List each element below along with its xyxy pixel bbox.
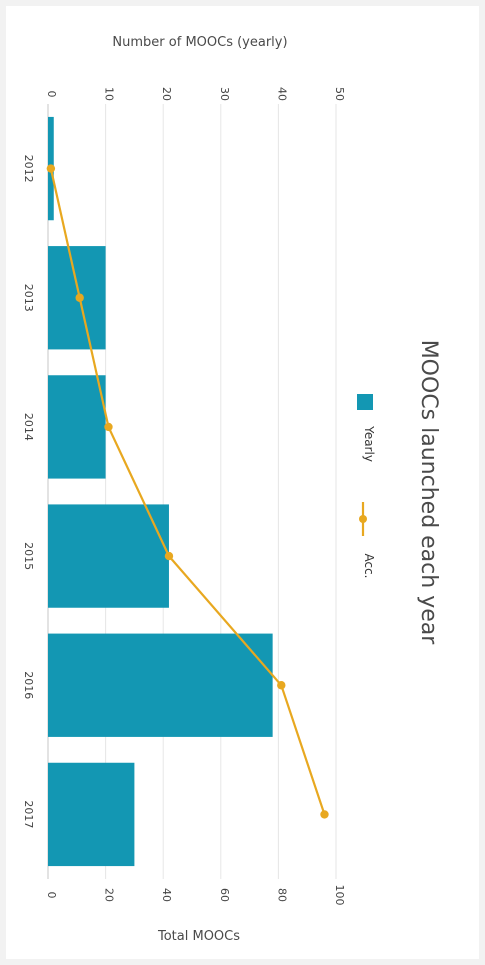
acc-series-points [46, 164, 329, 819]
category-label: 2013 [22, 284, 35, 312]
legend: Yearly Acc. [357, 394, 376, 579]
legend-yearly-swatch [357, 394, 373, 410]
bar-yearly [48, 375, 106, 479]
left-axis-tick-label: 50 [333, 87, 346, 101]
left-axis-tick-label: 40 [275, 87, 288, 101]
category-label: 2012 [22, 155, 35, 183]
right-axis-tick-label: 40 [160, 888, 173, 902]
acc-point [164, 551, 174, 561]
chart-frame: 0 10 20 30 40 50 0 20 40 60 80 100 2012 2013 2014 201… [6, 6, 479, 959]
chart-svg: 0 10 20 30 40 50 0 20 40 60 80 100 201220132014201… [22, 35, 441, 944]
legend-acc-label: Acc. [362, 553, 376, 578]
right-axis-title: Total MOOCs [157, 929, 240, 944]
bar-series-yearly [48, 116, 273, 867]
category-labels: 2012 2013 2014 2015 2016 2017 [22, 155, 35, 829]
right-axis-tick-label: 0 [45, 892, 58, 899]
left-axis-tick-label: 20 [160, 87, 173, 101]
left-axis-title: Number of MOOCs (yearly) [112, 35, 287, 50]
category-label: 2017 [22, 800, 35, 828]
right-axis-ticks: 0 20 40 60 80 100 [45, 885, 346, 906]
right-axis-tick-label: 60 [218, 888, 231, 902]
legend-yearly-label: Yearly [362, 425, 376, 462]
category-label: 2015 [22, 542, 35, 570]
acc-point [75, 293, 84, 302]
bar-yearly [48, 633, 273, 737]
left-axis-tick-label: 10 [103, 87, 116, 101]
grid-lines [47, 104, 337, 879]
bar-yearly [48, 504, 169, 608]
left-axis-tick-label: 0 [45, 91, 58, 98]
right-axis-tick-label: 80 [275, 888, 288, 902]
category-label: 2016 [22, 671, 35, 699]
left-axis-ticks: 0 10 20 30 40 50 [45, 87, 346, 101]
acc-series-line [49, 168, 326, 815]
chart-title: MOOCs launched each year [416, 340, 441, 646]
acc-point [104, 422, 113, 432]
line-series-acc [49, 168, 326, 815]
acc-point [277, 681, 286, 690]
category-label: 2014 [22, 413, 35, 441]
right-axis-tick-label: 20 [103, 888, 116, 902]
left-axis-tick-label: 30 [218, 87, 231, 101]
acc-point [46, 164, 56, 173]
right-axis-tick-label: 100 [333, 885, 346, 906]
bar-yearly [48, 762, 135, 867]
legend-acc-point [359, 515, 367, 523]
acc-point [320, 810, 329, 819]
